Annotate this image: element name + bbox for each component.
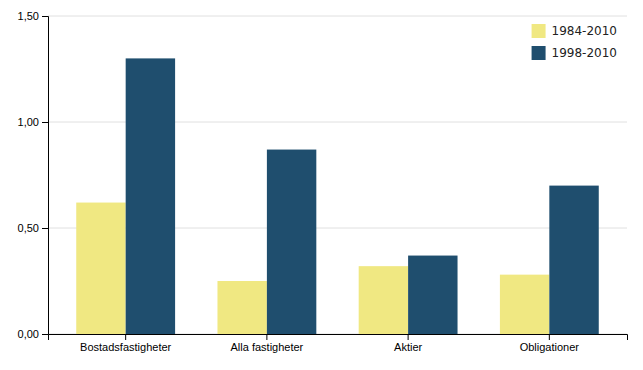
bar xyxy=(408,256,457,334)
legend-item: 1998-2010 xyxy=(532,46,617,60)
bar xyxy=(500,275,549,334)
x-tick-label: Obligationer xyxy=(520,341,580,353)
x-tick-mark xyxy=(408,334,409,340)
x-axis-line xyxy=(49,335,628,341)
legend-swatch xyxy=(532,46,546,60)
bar-series xyxy=(126,58,599,334)
x-tick: Alla fastigheter xyxy=(231,334,304,353)
y-axis: 0,00 0,50 1,00 1,50 xyxy=(18,10,49,340)
bar xyxy=(126,58,175,334)
chart: 0,00 0,50 1,00 1,50 Bostadsfastigheter Alla f… xyxy=(0,0,643,370)
x-tick-mark xyxy=(266,334,267,340)
legend-label: 1998-2010 xyxy=(552,46,617,60)
bar xyxy=(217,281,266,334)
y-tick-label: 0,50 xyxy=(18,222,39,234)
bar xyxy=(76,203,125,334)
bars xyxy=(76,58,599,334)
legend: 1984-2010 1998-2010 xyxy=(532,24,617,60)
plot: 0,00 0,50 1,00 1,50 Bostadsfastigheter Alla f… xyxy=(18,10,628,353)
legend-swatch xyxy=(532,24,546,38)
x-tick-mark xyxy=(549,334,550,340)
y-tick-label: 0,00 xyxy=(18,328,39,340)
x-tick: Obligationer xyxy=(520,334,580,353)
y-axis-line xyxy=(42,17,49,335)
y-tick-label: 1,50 xyxy=(18,10,39,22)
y-tick: 0,00 xyxy=(18,328,48,340)
y-tick-mark xyxy=(42,334,48,335)
grid xyxy=(48,16,627,334)
y-tick: 0,50 xyxy=(18,222,48,234)
y-tick: 1,00 xyxy=(18,116,48,128)
y-tick-mark xyxy=(42,228,48,229)
x-tick-label: Bostadsfastigheter xyxy=(80,341,171,353)
x-tick-label: Aktier xyxy=(394,341,422,353)
bar xyxy=(549,186,598,334)
bar xyxy=(267,150,316,334)
y-tick-label: 1,00 xyxy=(18,116,39,128)
y-tick-mark xyxy=(42,16,48,17)
x-tick-label: Alla fastigheter xyxy=(231,341,304,353)
y-tick-mark xyxy=(42,122,48,123)
legend-label: 1984-2010 xyxy=(552,24,617,38)
x-tick: Aktier xyxy=(394,334,422,353)
bar xyxy=(359,266,408,334)
grid-line xyxy=(48,16,627,17)
y-tick: 1,50 xyxy=(18,10,48,22)
legend-item: 1984-2010 xyxy=(532,24,617,38)
x-tick-mark xyxy=(125,334,126,340)
x-tick: Bostadsfastigheter xyxy=(80,334,171,353)
x-axis: Bostadsfastigheter Alla fastigheter Aktier… xyxy=(49,334,628,353)
